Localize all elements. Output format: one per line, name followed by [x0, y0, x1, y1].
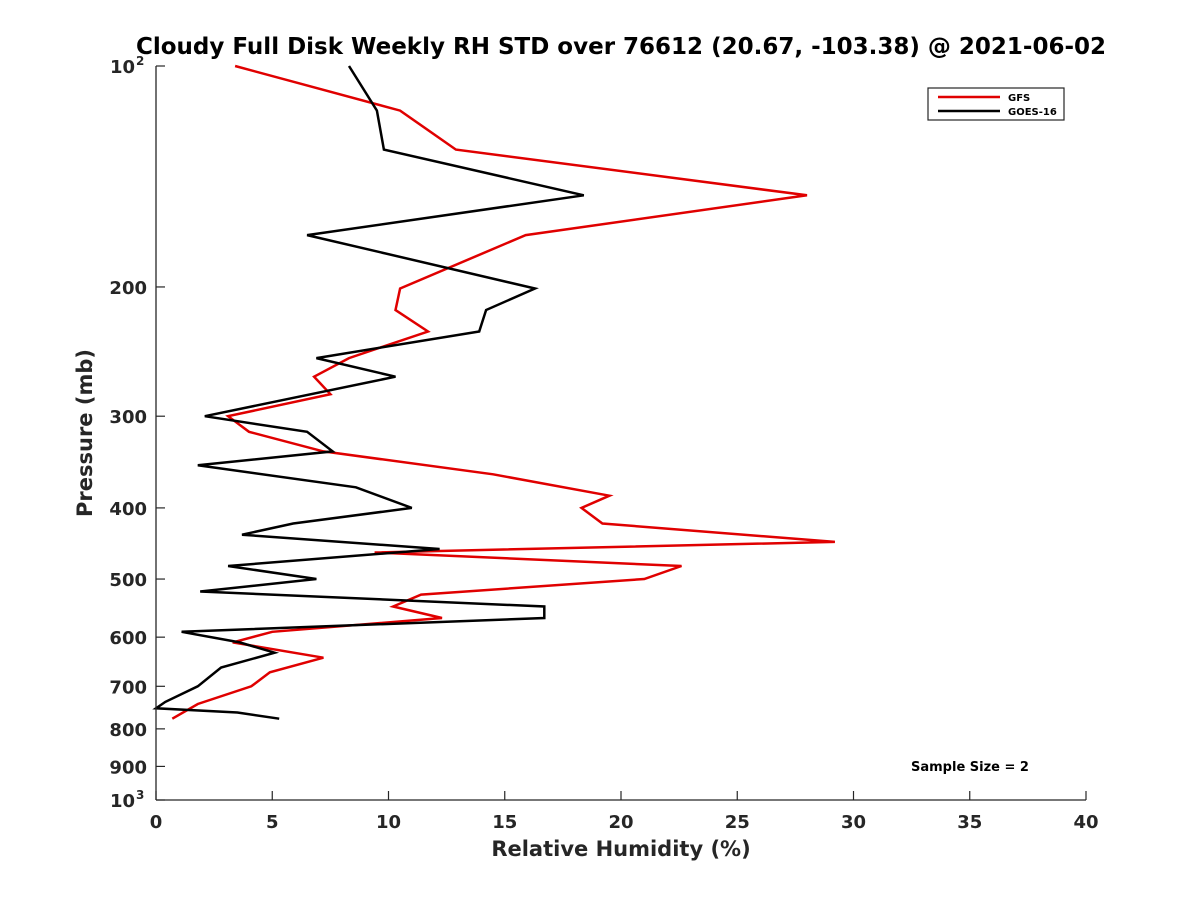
y-tick-label: 700 [109, 677, 147, 698]
legend-box [927, 87, 1065, 121]
y-axis-label: Pressure (mb) [73, 349, 97, 517]
x-axis-label: Relative Humidity (%) [491, 837, 750, 861]
y-tick-label: 400 [109, 499, 147, 520]
series-line-goes16 [152, 65, 585, 720]
x-tick-label: 10 [376, 812, 401, 833]
x-tick-label: 0 [150, 812, 163, 833]
x-ticks: 0 5 10 15 20 25 30 35 40 [150, 791, 1099, 833]
y-tick-label: 10 [110, 791, 135, 812]
x-tick-label: 5 [266, 812, 279, 833]
x-tick-label: 15 [492, 812, 517, 833]
x-tick-label: 30 [841, 812, 866, 833]
legend: GFS GOES-16 [927, 87, 1065, 121]
x-tick-label: 40 [1073, 812, 1098, 833]
x-tick-label: 35 [957, 812, 982, 833]
legend-label-goes16: GOES-16 [1008, 107, 1057, 118]
x-tick-label: 20 [608, 812, 633, 833]
x-tick-label: 25 [725, 812, 750, 833]
y-tick-exponent: 3 [136, 788, 144, 802]
y-tick-label: 500 [109, 570, 147, 591]
y-tick-label: 200 [109, 278, 147, 299]
y-tick-label: 300 [109, 407, 147, 428]
series-line-gfs [171, 64, 835, 720]
series-lines [152, 64, 835, 720]
legend-label-gfs: GFS [1008, 93, 1030, 104]
y-tick-label: 600 [109, 628, 147, 649]
sample-size-annotation: Sample Size = 2 [911, 760, 1029, 775]
y-tick-label: 800 [109, 720, 147, 741]
y-tick-label: 900 [109, 757, 147, 778]
y-tick-label: 10 [110, 57, 135, 78]
chart-title: Cloudy Full Disk Weekly RH STD over 7661… [136, 34, 1106, 60]
y-tick-exponent: 2 [136, 54, 144, 68]
